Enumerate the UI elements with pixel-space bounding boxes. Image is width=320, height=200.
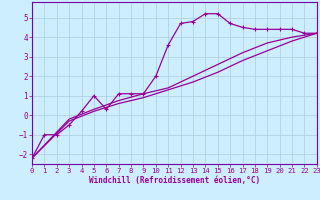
X-axis label: Windchill (Refroidissement éolien,°C): Windchill (Refroidissement éolien,°C) <box>89 176 260 185</box>
